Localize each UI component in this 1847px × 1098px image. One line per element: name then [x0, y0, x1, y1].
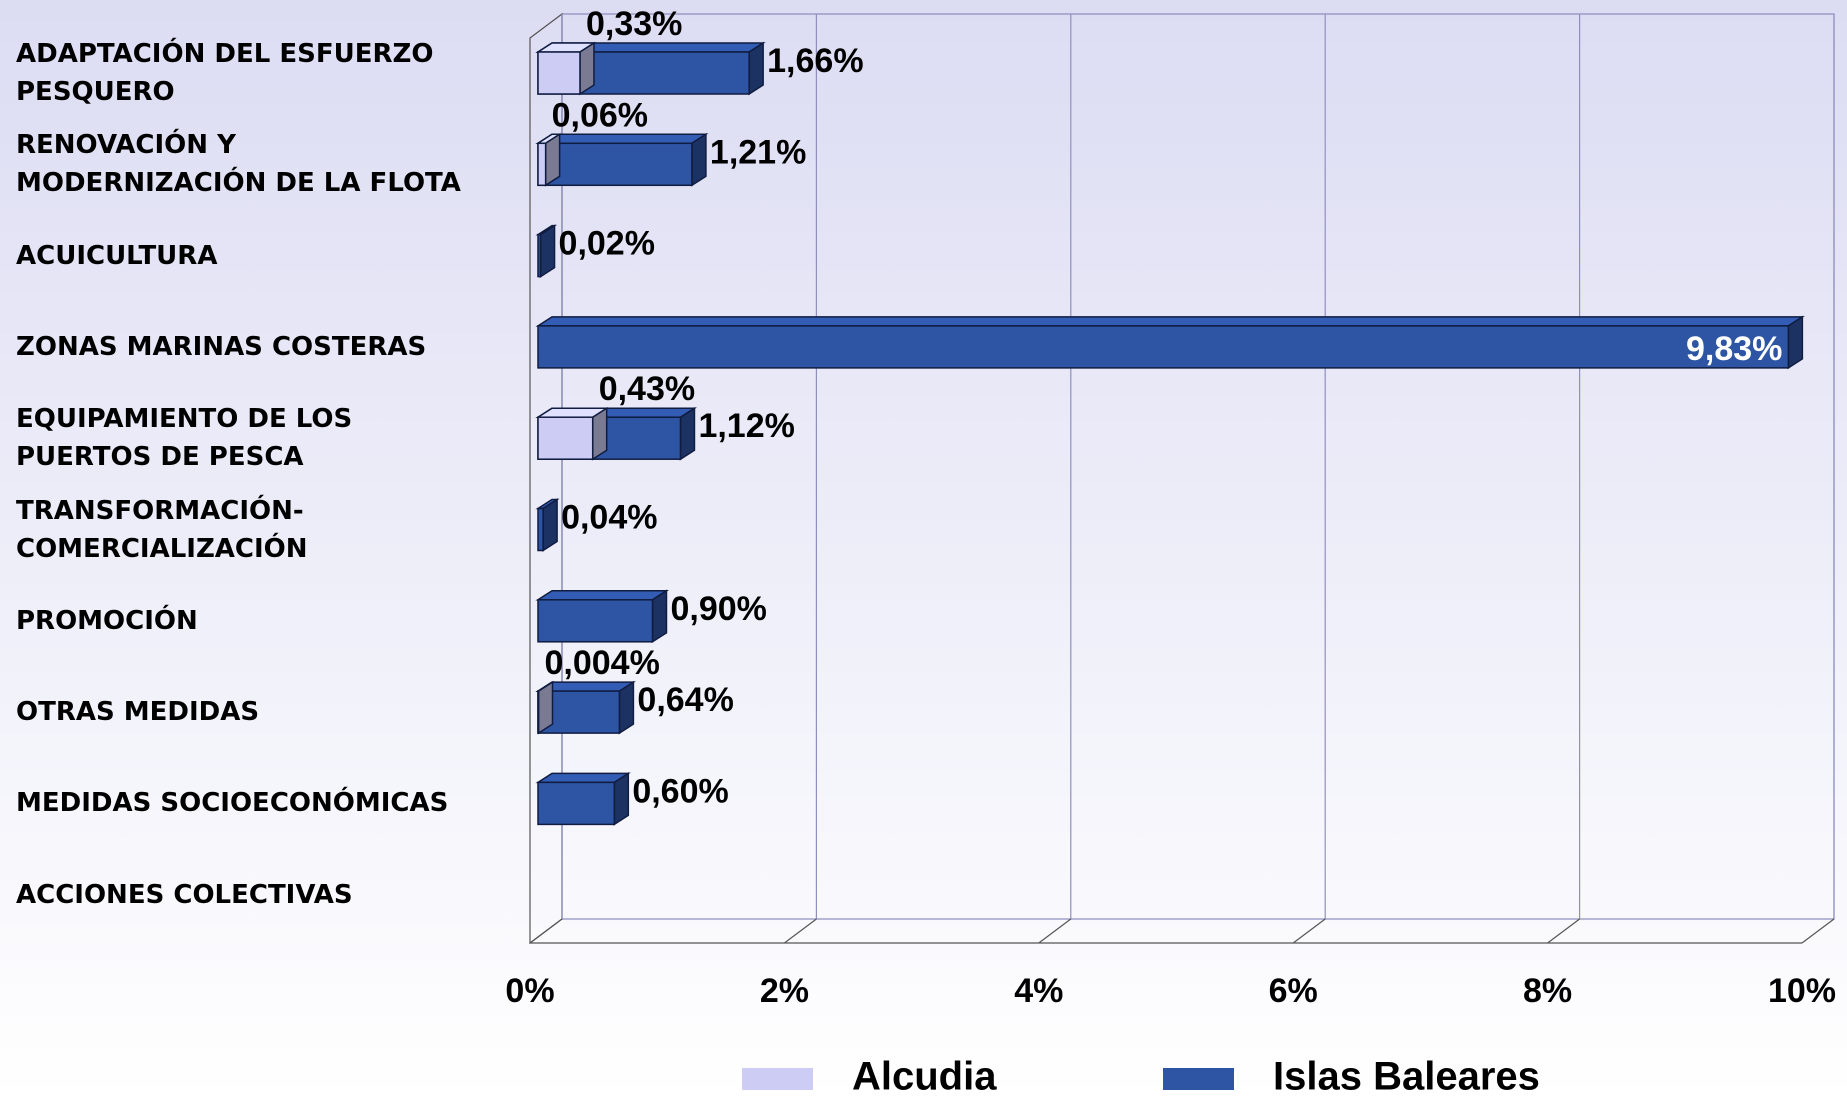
bar	[535, 132, 563, 187]
bar-front	[537, 507, 544, 552]
bar	[535, 772, 631, 826]
bar-side	[618, 680, 635, 735]
bar-front	[537, 781, 616, 826]
category-label: RENOVACIÓN Y MODERNIZACIÓN DE LA FLOTA	[16, 130, 461, 199]
bar-side	[542, 498, 558, 552]
category-label: ACUICULTURA	[16, 240, 218, 271]
x-tick-label: 8%	[1523, 972, 1572, 1010]
bar	[535, 680, 556, 735]
value-label: 0,04%	[561, 498, 657, 536]
bar	[535, 315, 1805, 370]
x-tick-label: 2%	[760, 972, 809, 1010]
category-label: ACCIONES COLECTIVAS	[16, 879, 353, 910]
bar-side	[691, 132, 707, 187]
legend-label: Islas Baleares	[1273, 1055, 1540, 1098]
bar-side	[1787, 315, 1804, 370]
bar-front	[537, 325, 1790, 369]
grid-floor-line	[1547, 918, 1580, 944]
bar-side	[651, 589, 668, 644]
value-label: 0,06%	[552, 96, 648, 134]
x-tick-label: 0%	[505, 972, 554, 1010]
category-label: TRANSFORMACIÓN- COMERCIALIZACIÓN	[16, 495, 308, 564]
bar-top	[535, 590, 670, 601]
bar-front	[537, 142, 693, 187]
value-label: 0,004%	[545, 644, 660, 682]
value-label: 1,21%	[710, 133, 806, 171]
x-tick-label: 10%	[1768, 972, 1836, 1010]
grid-floor-line	[1801, 918, 1835, 944]
bar-front	[537, 599, 654, 643]
grid-floor-line	[529, 918, 563, 944]
legend-swatch	[1163, 1068, 1234, 1090]
bar-front	[537, 233, 542, 278]
bar	[535, 680, 636, 735]
bar-side	[613, 772, 630, 826]
bar	[535, 41, 597, 96]
category-label: PROMOCIÓN	[16, 605, 198, 636]
grid-floor-line	[1038, 918, 1072, 944]
bar-side	[748, 41, 764, 96]
x-tick-label: 6%	[1269, 972, 1318, 1010]
bar-side	[591, 406, 608, 461]
bar-side	[579, 41, 595, 96]
bar	[535, 132, 709, 187]
value-label: 0,64%	[637, 681, 733, 719]
category-label: EQUIPAMIENTO DE LOS PUERTOS DE PESCA	[16, 404, 353, 473]
bar-front	[537, 142, 547, 187]
bar-top	[535, 772, 631, 784]
bar	[535, 406, 610, 461]
legend-swatch	[742, 1068, 813, 1090]
bar-front	[537, 51, 581, 95]
bar-side	[544, 132, 561, 187]
value-label: 0,90%	[670, 590, 766, 628]
bar-side	[679, 406, 696, 461]
bar	[535, 589, 670, 644]
bar-front	[537, 690, 540, 734]
value-label: 9,83%	[1686, 330, 1782, 368]
category-label: ZONAS MARINAS COSTERAS	[16, 331, 427, 362]
bar-side	[537, 680, 554, 735]
value-label: 1,12%	[698, 407, 794, 445]
legend-label: Alcudia	[852, 1055, 997, 1098]
x-tick-label: 4%	[1014, 972, 1063, 1010]
value-label: 0,43%	[599, 370, 695, 408]
bar-top	[535, 133, 709, 145]
value-label: 0,02%	[559, 225, 655, 263]
bar	[535, 224, 558, 278]
value-label: 0,33%	[586, 5, 682, 43]
value-label: 0,60%	[632, 772, 728, 810]
category-label: OTRAS MEDIDAS	[16, 697, 260, 728]
bar	[535, 498, 560, 552]
category-label: MEDIDAS SOCIOECONÓMICAS	[16, 788, 449, 819]
category-label: ADAPTACIÓN DEL ESFUERZO PESQUERO	[16, 39, 434, 107]
value-label: 1,66%	[767, 42, 863, 80]
bar-side	[539, 224, 556, 278]
bar-top	[535, 316, 1805, 327]
bar-front	[537, 416, 594, 460]
grid-floor-line	[1292, 918, 1326, 944]
grid-floor-line	[784, 918, 817, 944]
